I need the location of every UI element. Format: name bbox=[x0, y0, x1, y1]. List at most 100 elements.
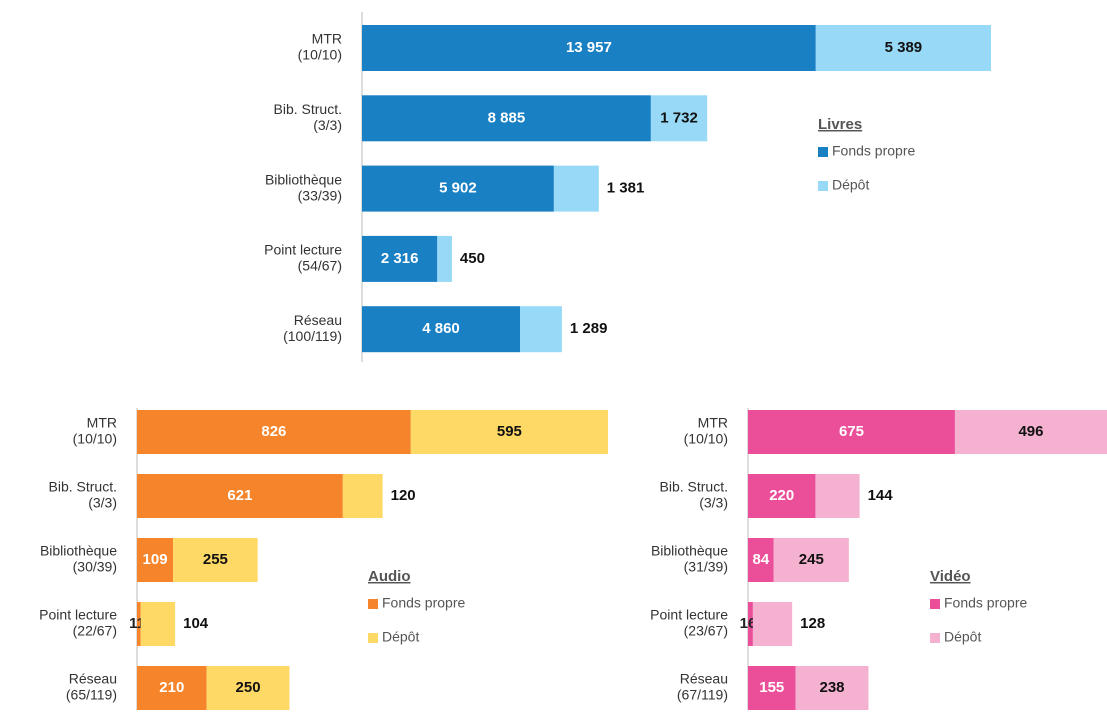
category-label: (3/3) bbox=[699, 495, 728, 511]
category-label: Bibliothèque bbox=[651, 543, 728, 559]
data-label: 210 bbox=[159, 679, 184, 696]
legend-swatch bbox=[930, 633, 940, 643]
legend-swatch bbox=[368, 633, 378, 643]
data-label: 595 bbox=[497, 423, 522, 440]
bar-segment bbox=[748, 410, 955, 454]
bar-segment bbox=[748, 602, 753, 646]
legend-swatch bbox=[818, 147, 828, 157]
data-label: 128 bbox=[800, 615, 825, 632]
category-label: Point lecture bbox=[650, 607, 728, 623]
category-label: (10/10) bbox=[73, 431, 117, 447]
data-label: 5 389 bbox=[885, 39, 923, 56]
bar-segment bbox=[362, 165, 554, 212]
data-label: 496 bbox=[1018, 423, 1043, 440]
category-label: (100/119) bbox=[283, 328, 342, 344]
bar-segment bbox=[137, 538, 174, 582]
data-label: 104 bbox=[183, 615, 209, 632]
category-label: (65/119) bbox=[66, 687, 117, 703]
legend-label: Dépôt bbox=[832, 177, 869, 193]
data-label: 826 bbox=[261, 423, 286, 440]
legend-label: Dépôt bbox=[382, 629, 419, 645]
data-label: 155 bbox=[759, 679, 784, 696]
data-label: 2 316 bbox=[381, 250, 419, 267]
bar-segment bbox=[410, 410, 608, 454]
category-label: (31/39) bbox=[684, 559, 728, 575]
category-label: (30/39) bbox=[73, 559, 117, 575]
bar-segment bbox=[553, 165, 599, 212]
legend-title: Livres bbox=[818, 116, 862, 133]
category-label: (10/10) bbox=[684, 431, 728, 447]
bar-segment bbox=[815, 25, 991, 71]
bar-segment bbox=[362, 95, 651, 142]
category-label: Point lecture bbox=[264, 242, 342, 258]
data-label: 238 bbox=[819, 679, 844, 696]
bar-segment bbox=[362, 306, 521, 353]
data-label: 4 860 bbox=[422, 320, 460, 337]
data-label: 109 bbox=[143, 551, 168, 568]
legend-swatch bbox=[930, 599, 940, 609]
bar-segment bbox=[137, 474, 343, 518]
category-label: Bib. Struct. bbox=[274, 101, 342, 117]
bar-segment bbox=[795, 666, 869, 710]
bar-segment bbox=[362, 235, 438, 282]
bar-segment bbox=[362, 25, 816, 71]
category-label: MTR bbox=[87, 415, 117, 431]
data-label: 84 bbox=[753, 551, 770, 568]
bar-segment bbox=[650, 95, 708, 142]
bar-segment bbox=[815, 474, 860, 518]
category-label: (33/39) bbox=[298, 187, 342, 203]
data-label: 13 957 bbox=[566, 39, 612, 56]
bar-segment bbox=[437, 235, 452, 282]
category-label: (23/67) bbox=[684, 623, 728, 639]
category-label: (54/67) bbox=[298, 258, 342, 274]
data-label: 1 289 bbox=[570, 320, 608, 337]
data-label: 450 bbox=[460, 250, 485, 267]
data-label: 675 bbox=[839, 423, 864, 440]
bar-segment bbox=[773, 538, 849, 582]
bar-segment bbox=[137, 410, 411, 454]
category-label: (3/3) bbox=[88, 495, 117, 511]
data-label: 16 bbox=[740, 615, 757, 632]
data-label: 5 902 bbox=[439, 180, 477, 197]
bar-segment bbox=[206, 666, 290, 710]
data-label: 8 885 bbox=[488, 109, 526, 126]
category-label: Point lecture bbox=[39, 607, 117, 623]
legend-swatch bbox=[818, 181, 828, 191]
bar-segment bbox=[173, 538, 258, 582]
bar-segment bbox=[752, 602, 793, 646]
bar-segment bbox=[748, 474, 816, 518]
category-label: (22/67) bbox=[73, 623, 117, 639]
legend-swatch bbox=[368, 599, 378, 609]
category-label: MTR bbox=[698, 415, 728, 431]
data-label: 250 bbox=[236, 679, 261, 696]
bar-segment bbox=[520, 306, 562, 353]
category-label: MTR bbox=[312, 31, 342, 47]
category-label: (10/10) bbox=[298, 47, 342, 63]
bar-segment bbox=[748, 538, 774, 582]
category-label: Réseau bbox=[69, 671, 117, 687]
legend-title: Audio bbox=[368, 568, 411, 585]
data-label: 1 381 bbox=[607, 180, 645, 197]
legend-label: Fonds propre bbox=[832, 143, 915, 159]
category-label: Bib. Struct. bbox=[49, 479, 117, 495]
category-label: Bib. Struct. bbox=[660, 479, 728, 495]
data-label: 621 bbox=[227, 487, 252, 504]
category-label: Réseau bbox=[680, 671, 728, 687]
bar-segment bbox=[748, 666, 796, 710]
legend-title: Vidéo bbox=[930, 568, 971, 585]
category-label: Bibliothèque bbox=[265, 171, 342, 187]
bar-segment bbox=[954, 410, 1107, 454]
data-label: 255 bbox=[203, 551, 228, 568]
category-label: (3/3) bbox=[313, 117, 342, 133]
bar-segment bbox=[137, 666, 207, 710]
data-label: 120 bbox=[391, 487, 416, 504]
data-label: 144 bbox=[868, 487, 894, 504]
legend-label: Fonds propre bbox=[382, 595, 465, 611]
legend-label: Dépôt bbox=[944, 629, 981, 645]
category-label: Bibliothèque bbox=[40, 543, 117, 559]
category-label: (67/119) bbox=[677, 687, 728, 703]
category-label: Réseau bbox=[294, 312, 342, 328]
bar-segment bbox=[140, 602, 176, 646]
